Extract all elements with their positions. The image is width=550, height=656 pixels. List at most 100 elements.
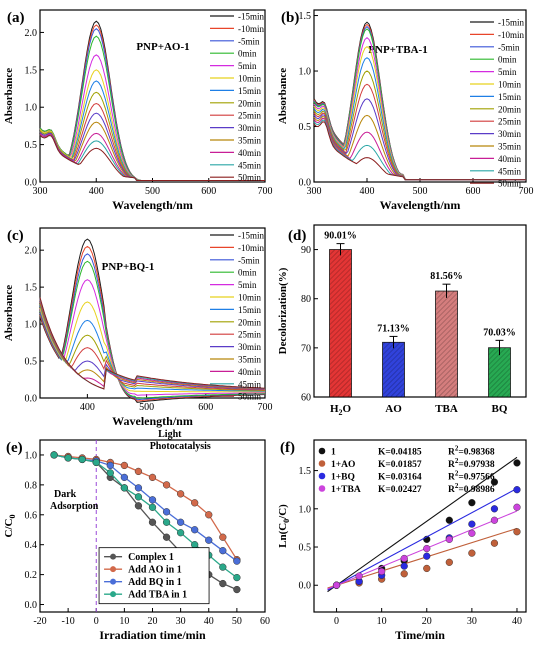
x-tick-label: 500 — [139, 402, 154, 413]
bar-hatch — [329, 367, 352, 391]
bar-hatch — [329, 322, 352, 346]
panel-label: (d) — [288, 228, 306, 244]
bar-hatch — [329, 257, 352, 281]
x-tick-label: 700 — [519, 186, 534, 197]
y-tick-label: 1.5 — [299, 466, 312, 477]
legend-label: Add TBA in 1 — [128, 590, 187, 601]
bar-hatch — [488, 357, 511, 381]
data-point — [219, 533, 227, 541]
plot-frame — [39, 227, 266, 399]
bar-hatch — [347, 392, 352, 397]
legend-label: Add BQ in 1 — [128, 577, 182, 588]
data-point — [148, 473, 157, 482]
legend-label: -15min — [238, 12, 264, 22]
spectrum-line — [313, 37, 526, 181]
y-axis-title-part: /C) — [277, 504, 289, 520]
bar-hatch — [382, 372, 405, 396]
chart-title: PNP+AO-1 — [136, 41, 189, 53]
spectrum-line — [39, 134, 265, 181]
bar-hatch — [501, 387, 511, 398]
y-tick-label: 0.2 — [25, 570, 38, 581]
data-point — [219, 563, 227, 571]
data-point — [445, 516, 453, 524]
legend-label: -15min — [498, 18, 524, 28]
x-tick-label: 20 — [422, 616, 432, 627]
x-tick-label: 50 — [232, 616, 242, 627]
legend-k: K=0.03164 — [378, 473, 422, 483]
data-label: 70.03% — [483, 327, 516, 338]
bar-hatch — [342, 387, 352, 397]
bar-hatch — [488, 367, 511, 391]
data-point — [378, 567, 386, 576]
bar-hatch — [329, 357, 352, 381]
legend-marker — [318, 485, 326, 492]
x-tick-label: 600 — [198, 402, 213, 413]
data-point — [219, 547, 227, 555]
legend-label: -5min — [238, 255, 260, 265]
legend-label: 45min — [498, 166, 522, 176]
x-tick-label: 10 — [377, 616, 387, 627]
y-axis-title: Absorbance — [3, 68, 15, 124]
bar-hatch — [435, 327, 458, 351]
legend-marker — [110, 566, 117, 573]
y-tick-label: 2.0 — [25, 28, 38, 39]
spectrum-line — [313, 83, 526, 181]
bar-hatch — [435, 307, 458, 331]
y-tick-label: 1.5 — [299, 11, 312, 22]
x-axis-title: Wavelength/nm — [380, 198, 461, 212]
annotation: Light — [158, 429, 182, 440]
bar-hatch — [382, 367, 405, 391]
bar-hatch — [329, 347, 352, 371]
data-point — [120, 484, 129, 492]
x-tick-label: 60 — [260, 616, 270, 627]
bar-hatch — [438, 377, 458, 398]
data-point — [468, 520, 476, 528]
panel-label: (c) — [7, 228, 24, 244]
y-axis-title: Absorbance — [3, 285, 15, 341]
data-point — [191, 541, 199, 549]
panel-f: 0 10 20 30 400.00.51.01.5(f)Time/minLn(C0/C)… — [277, 439, 527, 642]
legend-marker — [318, 460, 326, 467]
y-tick-label: 0.8 — [25, 480, 38, 491]
plot-frame — [313, 224, 527, 398]
data-point — [490, 478, 499, 486]
data-point — [120, 473, 129, 482]
data-point — [490, 516, 499, 524]
y-axis-title: Absorbance — [277, 68, 289, 124]
bar-hatch — [488, 362, 511, 386]
legend-r2-value: =0.98368 — [458, 448, 495, 458]
bar-hatch — [329, 337, 352, 361]
spectrum-line — [39, 301, 266, 391]
data-point — [468, 529, 476, 537]
data-point — [513, 459, 521, 467]
y-tick-label: 2.0 — [25, 246, 38, 257]
data-point — [468, 499, 476, 507]
panel-label: (f) — [280, 440, 295, 456]
bar-hatch — [329, 362, 352, 386]
bar-hatch — [385, 377, 405, 397]
spectrum-line — [313, 57, 526, 181]
bar-hatch — [382, 342, 401, 361]
legend-k: K=0.01857 — [378, 460, 422, 470]
data-point — [148, 503, 157, 511]
legend-label: 1+TBA — [331, 485, 361, 495]
legend-label: 35min — [498, 142, 522, 152]
y-tick-label: 1.0 — [25, 450, 38, 461]
x-tick-label: 400 — [89, 186, 104, 197]
legend-r2: R2=0.97566 — [448, 470, 495, 483]
y-tick-label: 60 — [301, 393, 311, 404]
bar-hatch — [435, 357, 458, 381]
x-tick-label: -10 — [61, 616, 74, 627]
y-tick-label: 0.0 — [25, 178, 38, 189]
x-tick-label: 0 — [334, 616, 339, 627]
x-tick-label: 600 — [466, 186, 481, 197]
spectrum-line — [39, 253, 265, 401]
x-tick-label: -20 — [33, 616, 46, 627]
y-tick-label: 0.5 — [25, 357, 38, 368]
data-point — [92, 458, 100, 467]
legend-label: 15min — [238, 86, 262, 96]
data-point — [134, 467, 143, 476]
data-point — [78, 455, 86, 464]
bar-hatch — [382, 352, 405, 376]
x-tick-label: 300 — [33, 186, 48, 197]
